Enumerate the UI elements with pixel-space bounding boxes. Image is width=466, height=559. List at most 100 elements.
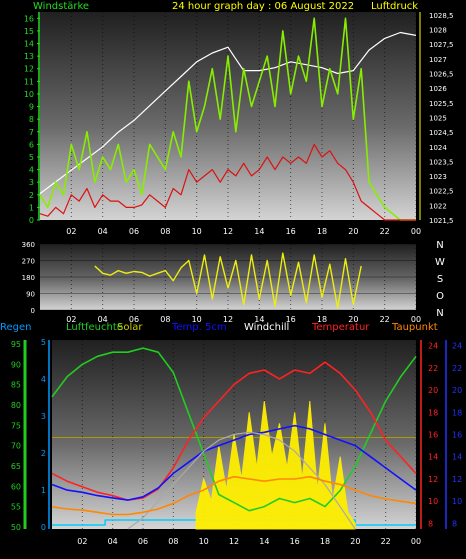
x-tick-label: 08 bbox=[168, 537, 178, 546]
temperature-tick-label: 16 bbox=[428, 431, 438, 440]
x-tick-label: 18 bbox=[317, 315, 327, 324]
temperature-tick-label: 12 bbox=[428, 475, 438, 484]
x-tick-label: 04 bbox=[108, 537, 118, 546]
temperature-tick-label: 14 bbox=[428, 453, 438, 462]
series-luftdruck bbox=[39, 31, 417, 195]
legend-item: Windchill bbox=[244, 322, 289, 333]
compass-label: N bbox=[436, 240, 443, 251]
wind-tick-label: 5 bbox=[29, 153, 34, 162]
pressure-tick-label: 1026,5 bbox=[429, 71, 454, 79]
temperature-tick-label: 8 bbox=[428, 519, 433, 528]
humidity-tick-label: 55 bbox=[11, 503, 21, 512]
x-tick-label: 14 bbox=[254, 227, 264, 236]
direction-tick-label: 360 bbox=[22, 241, 35, 249]
pressure-tick-label: 1023,5 bbox=[429, 158, 454, 166]
x-tick-label: 14 bbox=[259, 537, 269, 546]
humidity-tick-label: 60 bbox=[11, 482, 21, 491]
x-tick-label: 18 bbox=[320, 537, 330, 546]
pressure-tick-label: 1022,5 bbox=[429, 188, 454, 196]
series-temp-5cm bbox=[51, 424, 417, 501]
humidity-tick-label: 50 bbox=[11, 523, 21, 532]
compass-label: O bbox=[436, 291, 444, 302]
humidity-tick-label: 75 bbox=[11, 421, 21, 430]
legend-item: Temp. 5cm bbox=[171, 322, 227, 333]
x-tick-label: 06 bbox=[129, 227, 139, 236]
rain-tick-label: 1 bbox=[41, 486, 46, 495]
direction-tick-label: 270 bbox=[22, 258, 35, 266]
series-luftfeuchte bbox=[51, 347, 417, 512]
pressure-tick-label: 1025 bbox=[429, 114, 447, 122]
x-tick-label: 22 bbox=[381, 537, 391, 546]
x-tick-label: 00 bbox=[411, 537, 421, 546]
legend-item: Luftfeuchte bbox=[66, 322, 123, 333]
soil-temperature-tick-label: 12 bbox=[452, 475, 462, 484]
x-tick-label: 14 bbox=[254, 315, 264, 324]
wind-tick-label: 8 bbox=[29, 115, 34, 124]
pressure-tick-label: 1023 bbox=[429, 173, 447, 181]
temperature-tick-label: 24 bbox=[428, 342, 438, 351]
legend-item: Regen bbox=[0, 322, 32, 333]
compass-label: W bbox=[435, 257, 445, 268]
legend-item: Taupunkt bbox=[391, 322, 438, 333]
direction-tick-label: 180 bbox=[22, 274, 35, 282]
wind-tick-label: 4 bbox=[29, 166, 34, 175]
chart-title: 24 hour graph day : 06 August 2022 bbox=[172, 1, 354, 12]
x-tick-label: 10 bbox=[192, 315, 202, 324]
soil-temperature-tick-label: 24 bbox=[452, 342, 462, 351]
x-tick-label: 20 bbox=[350, 537, 360, 546]
temperature-tick-label: 18 bbox=[428, 408, 438, 417]
legend-item: Temperatur bbox=[311, 322, 370, 333]
series-wind-direction bbox=[94, 252, 362, 309]
humidity-tick-label: 90 bbox=[11, 360, 21, 369]
rain-tick-label: 3 bbox=[41, 412, 46, 421]
wind-tick-label: 11 bbox=[24, 77, 34, 86]
wind-tick-label: 0 bbox=[29, 216, 34, 225]
temperature-tick-label: 22 bbox=[428, 364, 438, 373]
rain-tick-label: 0 bbox=[41, 523, 46, 532]
wind-tick-label: 10 bbox=[24, 90, 34, 99]
x-tick-label: 02 bbox=[66, 227, 76, 236]
humidity-tick-label: 70 bbox=[11, 442, 21, 451]
humidity-tick-label: 95 bbox=[11, 340, 21, 349]
x-tick-label: 02 bbox=[77, 537, 87, 546]
x-tick-label: 18 bbox=[317, 227, 327, 236]
pressure-tick-label: 1021,5 bbox=[429, 217, 454, 225]
wind-tick-label: 15 bbox=[24, 27, 34, 36]
pressure-tick-label: 1024 bbox=[429, 144, 447, 152]
x-tick-label: 16 bbox=[290, 537, 300, 546]
x-tick-label: 20 bbox=[348, 227, 358, 236]
x-tick-label: 12 bbox=[223, 315, 233, 324]
x-tick-label: 02 bbox=[66, 315, 76, 324]
pressure-tick-label: 1024,5 bbox=[429, 129, 454, 137]
temperature-tick-label: 20 bbox=[428, 386, 438, 395]
series-windchill bbox=[127, 431, 356, 530]
soil-temperature-tick-label: 18 bbox=[452, 408, 462, 417]
direction-tick-label: 0 bbox=[31, 307, 35, 315]
x-tick-label: 22 bbox=[380, 227, 390, 236]
x-tick-label: 04 bbox=[98, 315, 108, 324]
wind-tick-label: 14 bbox=[24, 40, 34, 49]
soil-temperature-tick-label: 14 bbox=[452, 453, 462, 462]
series-b-en bbox=[39, 17, 416, 221]
x-tick-label: 12 bbox=[229, 537, 239, 546]
wind-strength-axis-title: Windstärke bbox=[33, 1, 89, 12]
wind-tick-label: 7 bbox=[29, 128, 34, 137]
wind-tick-label: 2 bbox=[29, 191, 34, 200]
wind-tick-label: 16 bbox=[24, 14, 34, 23]
pressure-tick-label: 1027,5 bbox=[429, 41, 454, 49]
soil-temperature-tick-label: 22 bbox=[452, 364, 462, 373]
legend-item: Solar bbox=[117, 322, 143, 333]
x-tick-label: 16 bbox=[286, 315, 296, 324]
x-tick-label: 06 bbox=[129, 315, 139, 324]
pressure-tick-label: 1028 bbox=[429, 27, 447, 35]
x-tick-label: 08 bbox=[160, 227, 170, 236]
soil-temperature-tick-label: 16 bbox=[452, 431, 462, 440]
series-temperatur bbox=[51, 361, 417, 501]
rain-tick-label: 2 bbox=[41, 449, 46, 458]
x-tick-label: 20 bbox=[348, 315, 358, 324]
x-tick-label: 08 bbox=[160, 315, 170, 324]
series-wind bbox=[39, 143, 416, 221]
humidity-tick-label: 85 bbox=[11, 381, 21, 390]
x-tick-label: 06 bbox=[138, 537, 148, 546]
